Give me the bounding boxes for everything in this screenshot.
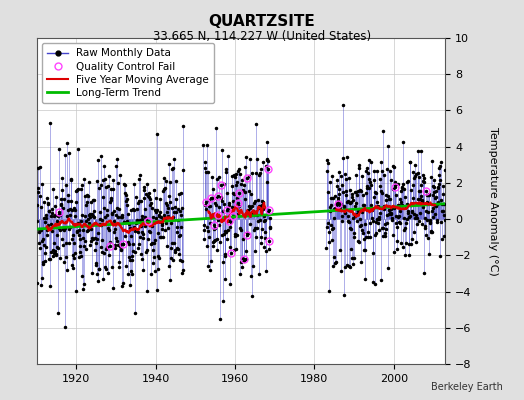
Legend: Raw Monthly Data, Quality Control Fail, Five Year Moving Average, Long-Term Tren: Raw Monthly Data, Quality Control Fail, … — [42, 43, 214, 103]
Text: 33.665 N, 114.227 W (United States): 33.665 N, 114.227 W (United States) — [153, 30, 371, 43]
Y-axis label: Temperature Anomaly (°C): Temperature Anomaly (°C) — [488, 127, 498, 275]
Text: QUARTZSITE: QUARTZSITE — [209, 14, 315, 29]
Text: Berkeley Earth: Berkeley Earth — [431, 382, 503, 392]
